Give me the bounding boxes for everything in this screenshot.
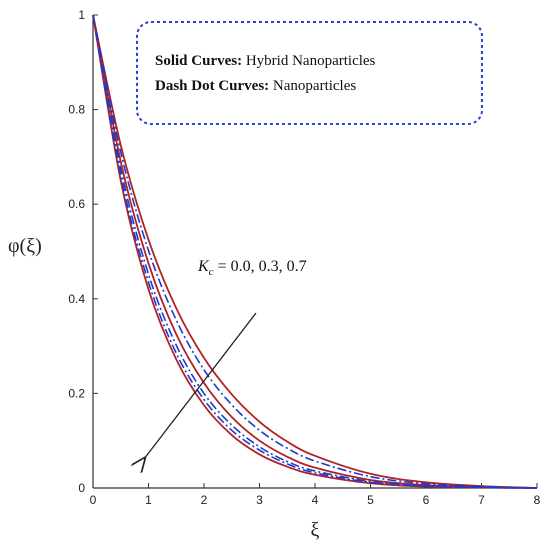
legend-line-1: Solid Curves: Hybrid Nanoparticles <box>155 53 376 69</box>
y-tick-label-1: 0.2 <box>68 386 85 400</box>
annotation-symbol: K <box>197 258 210 275</box>
y-tick-label-2: 0.4 <box>68 292 85 306</box>
legend-box <box>136 21 483 125</box>
y-tick-label-5: 1 <box>78 8 85 22</box>
x-tick-label-2: 2 <box>201 493 208 507</box>
x-axis-label: ξ <box>311 519 320 541</box>
curves-group <box>92 14 538 489</box>
x-tick-label-7: 7 <box>478 493 485 507</box>
y-axis-label: φ(ξ) <box>8 235 42 257</box>
x-tick-label-6: 6 <box>423 493 430 507</box>
annotation-subscript: c <box>209 266 214 278</box>
x-tick-label-1: 1 <box>145 493 152 507</box>
legend-line-2: Dash Dot Curves: Nanoparticles <box>155 78 356 94</box>
y-tick-label-4: 0.8 <box>68 103 85 117</box>
x-tick-label-5: 5 <box>367 493 374 507</box>
dashdot-curve-5 <box>92 14 538 489</box>
x-tick-label-4: 4 <box>312 493 319 507</box>
dashdot-curve-4 <box>92 14 538 489</box>
legend-line-2-text: Nanoparticles <box>269 78 356 94</box>
legend-line-1-bold: Solid Curves: <box>155 53 242 69</box>
x-tick-label-3: 3 <box>256 493 263 507</box>
legend-line-2-bold: Dash Dot Curves: <box>155 78 269 94</box>
y-tick-label-0: 0 <box>78 481 85 495</box>
x-tick-label-0: 0 <box>90 493 97 507</box>
x-tick-label-8: 8 <box>534 493 541 507</box>
solid-curve-0 <box>92 14 538 489</box>
y-tick-label-3: 0.6 <box>68 197 85 211</box>
axis-ticks: 0 1 2 3 4 5 6 7 8 0 0.2 0.4 0.6 0.8 1 <box>68 8 540 507</box>
solid-curve-1 <box>92 14 538 489</box>
legend-line-1-text: Hybrid Nanoparticles <box>242 53 375 69</box>
parameter-annotation: Kc = 0.0, 0.3, 0.7 <box>197 258 307 278</box>
annotation-values: = 0.0, 0.3, 0.7 <box>214 258 307 275</box>
trend-arrow <box>144 312 257 459</box>
dashdot-curve-3 <box>92 14 538 489</box>
